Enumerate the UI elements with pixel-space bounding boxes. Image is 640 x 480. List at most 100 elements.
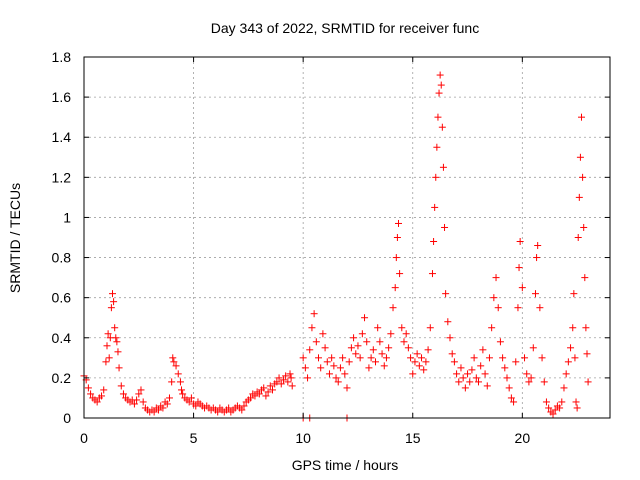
data-point	[277, 380, 285, 388]
data-point	[114, 348, 122, 356]
data-point	[174, 370, 182, 378]
data-point	[347, 344, 355, 352]
data-point	[328, 354, 336, 362]
data-point	[570, 290, 578, 298]
data-point	[266, 382, 274, 390]
data-point	[531, 290, 539, 298]
data-point	[466, 378, 474, 386]
data-point	[238, 406, 246, 414]
data-point	[168, 378, 176, 386]
data-point	[560, 384, 568, 392]
data-point	[356, 354, 364, 362]
data-point	[112, 334, 120, 342]
data-point	[262, 392, 270, 400]
data-point	[424, 346, 432, 354]
data-point	[352, 350, 360, 358]
data-point	[104, 330, 112, 338]
data-point	[139, 398, 147, 406]
data-point	[562, 370, 570, 378]
data-point	[549, 410, 557, 418]
data-point	[84, 384, 92, 392]
data-point	[304, 374, 312, 382]
data-point	[170, 358, 178, 366]
data-point	[470, 354, 478, 362]
data-point	[415, 362, 423, 370]
data-point	[115, 364, 123, 372]
data-point	[389, 304, 397, 312]
y-tick-label: 1.4	[52, 129, 72, 145]
data-point	[155, 406, 163, 414]
data-point	[450, 358, 458, 366]
data-point	[350, 334, 358, 342]
data-point	[538, 354, 546, 362]
data-point	[187, 394, 195, 402]
data-point	[400, 338, 408, 346]
data-point	[345, 358, 353, 366]
data-point	[371, 358, 379, 366]
data-point	[380, 362, 388, 370]
data-point	[536, 304, 544, 312]
data-point	[163, 400, 171, 408]
data-point	[581, 274, 589, 282]
y-tick-label: 0.6	[52, 290, 72, 306]
data-point	[516, 238, 524, 246]
data-point	[179, 390, 187, 398]
data-point	[103, 342, 111, 350]
data-point	[102, 358, 110, 366]
data-point	[321, 344, 329, 352]
data-point	[426, 324, 434, 332]
data-point	[367, 354, 375, 362]
data-point	[264, 388, 272, 396]
y-tick-label: 1.8	[52, 49, 72, 65]
data-point	[540, 378, 548, 386]
data-point	[472, 374, 480, 382]
data-point	[510, 398, 518, 406]
data-point	[475, 378, 482, 386]
data-point	[240, 402, 248, 410]
data-point	[288, 382, 296, 390]
data-point	[558, 398, 566, 406]
y-tick-label: 0	[63, 410, 71, 426]
data-point	[507, 394, 515, 402]
data-point	[483, 382, 491, 390]
data-point	[461, 384, 469, 392]
data-point	[150, 408, 158, 416]
data-point	[446, 334, 454, 342]
data-point	[93, 398, 101, 406]
data-point	[430, 238, 438, 246]
data-point	[579, 173, 587, 181]
data-point	[542, 398, 550, 406]
data-point	[578, 113, 586, 121]
data-point	[404, 344, 412, 352]
data-point	[494, 304, 502, 312]
data-point	[574, 234, 582, 241]
data-point	[108, 290, 116, 298]
data-point	[492, 274, 500, 282]
data-point	[113, 338, 121, 346]
data-point	[382, 354, 390, 362]
data-point	[308, 324, 316, 332]
y-tick-label: 1	[63, 209, 71, 225]
x-axis-label: GPS time / hours	[292, 457, 399, 473]
data-point	[310, 310, 318, 318]
data-point	[431, 203, 439, 211]
data-point	[515, 264, 523, 272]
data-point	[402, 330, 410, 338]
data-point	[428, 270, 436, 278]
data-point	[564, 358, 572, 366]
data-point	[260, 384, 268, 392]
data-point	[137, 386, 145, 394]
data-point	[464, 370, 472, 378]
data-point	[98, 392, 106, 400]
data-point	[512, 358, 520, 366]
data-point	[268, 386, 276, 394]
y-tick-label: 0.2	[52, 370, 72, 386]
data-point	[165, 394, 173, 402]
x-tick-label: 10	[295, 430, 311, 446]
data-point	[107, 304, 115, 312]
data-point	[580, 223, 588, 231]
data-point	[385, 344, 393, 352]
data-point	[501, 364, 509, 372]
data-point	[374, 324, 382, 332]
y-axis-label: SRMTID / TECUs	[7, 183, 23, 293]
